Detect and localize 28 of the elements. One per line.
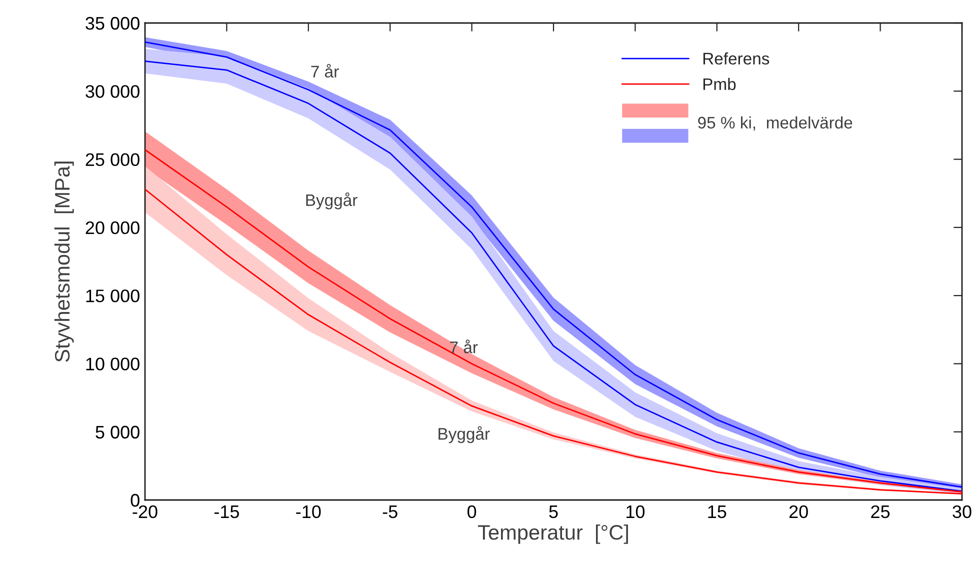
y-tick-label: 25 000 [86, 153, 140, 166]
annotation: Byggår [306, 192, 358, 210]
x-tick-label: -10 [296, 505, 321, 518]
legend-label: Referens [703, 52, 770, 65]
x-tick-label: -15 [214, 506, 239, 518]
annotation: 7 år [450, 340, 478, 354]
x-tick-label: -20 [132, 505, 158, 518]
annotation: 95 % ki, medelvärde [698, 116, 852, 131]
y-tick-label: 10 000 [86, 358, 140, 370]
y-tick-label: 5 000 [96, 426, 140, 439]
y-tick-label: 0 [130, 494, 140, 507]
y-tick-label: 35 000 [86, 16, 140, 30]
x-tick-label: 20 [789, 505, 808, 518]
y-axis-title: Styvhetsmodul [MPa] [54, 162, 74, 362]
annotation: 7 år [311, 64, 339, 78]
y-tick-label: 30 000 [86, 85, 140, 98]
x-tick-label: 5 [549, 506, 558, 518]
x-tick-label: 10 [626, 505, 645, 518]
x-tick-label: 30 [952, 505, 972, 518]
y-tick-label: 15 000 [86, 290, 140, 302]
x-axis-title: Temperatur [°C] [478, 524, 628, 544]
x-tick-label: -5 [382, 506, 398, 518]
x-tick-label: 15 [708, 506, 726, 518]
y-tick-label: 20 000 [86, 221, 140, 234]
legend-label: Pmb [703, 78, 736, 90]
x-tick-label: 25 [871, 505, 890, 518]
annotation: Byggår [438, 426, 490, 444]
x-tick-label: 0 [467, 505, 476, 518]
